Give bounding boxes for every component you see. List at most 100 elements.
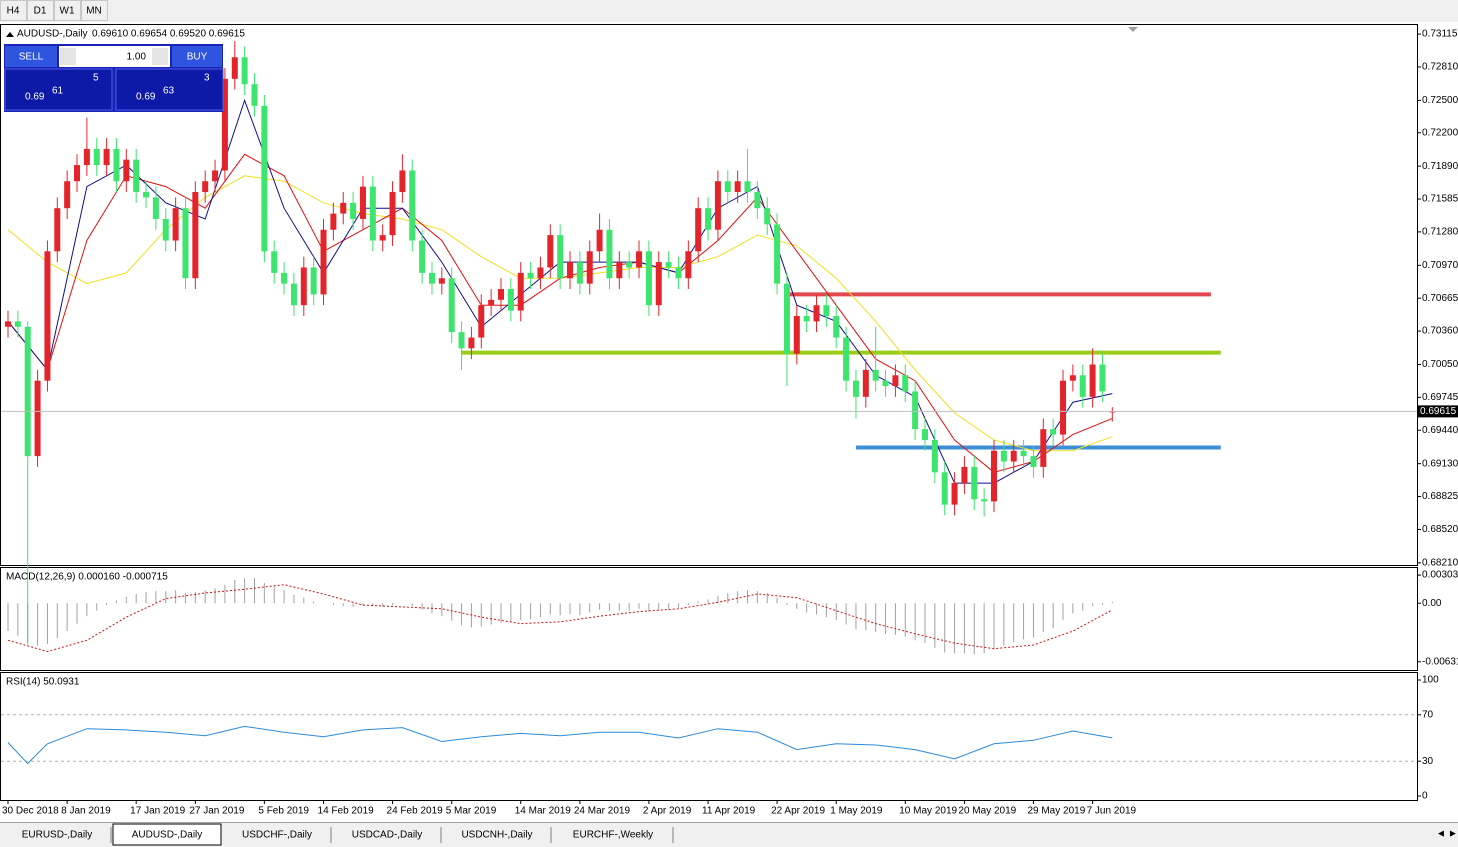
- candle-body: [783, 283, 790, 354]
- y-tick-label: -0.00631: [1422, 656, 1458, 667]
- timeframe-button[interactable]: [81, 0, 108, 21]
- candle-body: [813, 305, 820, 322]
- candle-body: [1079, 375, 1086, 397]
- timeframe-button[interactable]: [54, 0, 81, 21]
- sell-label[interactable]: SELL: [19, 52, 44, 63]
- lot-up[interactable]: [152, 48, 168, 65]
- candle-body: [1069, 375, 1076, 381]
- candle-body: [192, 192, 199, 279]
- tab-label[interactable]: USDCAD-,Daily: [352, 830, 423, 841]
- quote-point[interactable]: 5: [93, 73, 99, 84]
- y-tick-label: 0.70360: [1422, 326, 1458, 337]
- candle-body: [872, 369, 879, 381]
- candle-body: [478, 305, 485, 338]
- lot-value[interactable]: 1.00: [127, 52, 147, 63]
- candle-body: [113, 148, 120, 182]
- tab-label[interactable]: EURUSD-,Daily: [22, 830, 93, 841]
- scroll-left[interactable]: ◄: [1436, 829, 1446, 840]
- quote-pips[interactable]: 61: [52, 86, 64, 97]
- candle-body: [359, 186, 366, 219]
- candle-body: [557, 235, 564, 279]
- tab-label[interactable]: USDCNH-,Daily: [461, 830, 532, 841]
- candle-body: [162, 218, 169, 241]
- ohlc-text: 0.69610 0.69654 0.69520 0.69615: [92, 29, 245, 40]
- candle-body: [419, 240, 426, 273]
- quote-box[interactable]: [4, 68, 113, 111]
- candle-body: [172, 208, 179, 241]
- candle-body: [448, 278, 455, 333]
- y-tick-label: 0.69440: [1422, 425, 1458, 436]
- candle-body: [310, 267, 317, 295]
- candle-body: [1050, 429, 1057, 435]
- candle-body: [458, 332, 465, 349]
- quote-point[interactable]: 3: [204, 73, 210, 84]
- candle-body: [409, 170, 416, 241]
- candle-body: [64, 181, 71, 209]
- rsi-line: [7, 725, 1113, 765]
- candle-body: [1020, 450, 1027, 457]
- candle-body: [596, 229, 603, 252]
- candle-body: [1099, 364, 1106, 392]
- lot-field[interactable]: [59, 46, 170, 67]
- candle-body: [764, 208, 771, 225]
- quote-pips[interactable]: 63: [163, 86, 175, 97]
- quote-big[interactable]: 0.69: [136, 92, 156, 103]
- y-tick-label: 0.00: [1422, 598, 1442, 609]
- buy-button[interactable]: [172, 46, 222, 67]
- candle-body: [823, 305, 830, 316]
- tab-label[interactable]: AUDUSD-,Daily: [132, 830, 203, 841]
- timeframe-label[interactable]: D1: [34, 6, 47, 17]
- candle-body: [931, 439, 938, 473]
- candle-body: [14, 321, 21, 327]
- timeframe-label[interactable]: W1: [60, 6, 75, 17]
- candle-body: [330, 213, 337, 230]
- candle-body: [971, 466, 978, 500]
- candle-body: [882, 380, 889, 387]
- timeframe-button[interactable]: [0, 0, 27, 21]
- tab-active[interactable]: [112, 823, 222, 846]
- scroll-right[interactable]: ►: [1448, 829, 1458, 840]
- candle-body: [498, 289, 504, 300]
- candle-body: [290, 283, 297, 306]
- timeframe-label[interactable]: MN: [86, 6, 102, 17]
- timeframe-label[interactable]: H4: [7, 6, 20, 17]
- quote-big[interactable]: 0.69: [25, 92, 45, 103]
- buy-label[interactable]: BUY: [187, 52, 208, 63]
- quote-box[interactable]: [115, 68, 224, 111]
- tab-label[interactable]: EURCHF-,Weekly: [573, 830, 653, 841]
- candle-body: [655, 262, 662, 306]
- candle-body: [93, 148, 100, 166]
- tab-label[interactable]: USDCHF-,Daily: [242, 830, 312, 841]
- candle-body: [1040, 429, 1047, 467]
- candle-body: [44, 251, 51, 381]
- candle-body: [74, 165, 81, 182]
- candle-body: [1030, 456, 1037, 467]
- candle-body: [892, 375, 899, 387]
- candle-body: [103, 148, 110, 166]
- candle-body: [261, 105, 268, 252]
- sell-button[interactable]: [5, 46, 57, 67]
- x-tick-label: 10 May 2019: [899, 806, 957, 817]
- candle-body: [606, 229, 613, 279]
- candle-body: [991, 450, 997, 502]
- candle-body: [379, 235, 386, 241]
- candle-body: [527, 272, 534, 279]
- candle-body: [705, 208, 712, 230]
- timeframe-button[interactable]: [27, 0, 54, 21]
- x-tick-label: 24 Mar 2019: [574, 806, 631, 817]
- candle-body: [34, 380, 41, 457]
- shift-marker: [1128, 27, 1138, 32]
- x-tick-label: 20 May 2019: [958, 806, 1016, 817]
- lot-down[interactable]: [60, 48, 76, 65]
- y-tick-label: 0.72500: [1422, 95, 1458, 106]
- price-panel-border: [0, 24, 1418, 566]
- candle-body: [389, 192, 396, 236]
- y-tick-label: 0.70050: [1422, 359, 1458, 370]
- candle-body: [1010, 450, 1017, 462]
- candle-body: [202, 181, 209, 193]
- candle-body: [340, 202, 347, 214]
- x-tick-label: 5 Feb 2019: [258, 806, 309, 817]
- candle-body: [714, 181, 721, 230]
- candle-body: [212, 170, 219, 182]
